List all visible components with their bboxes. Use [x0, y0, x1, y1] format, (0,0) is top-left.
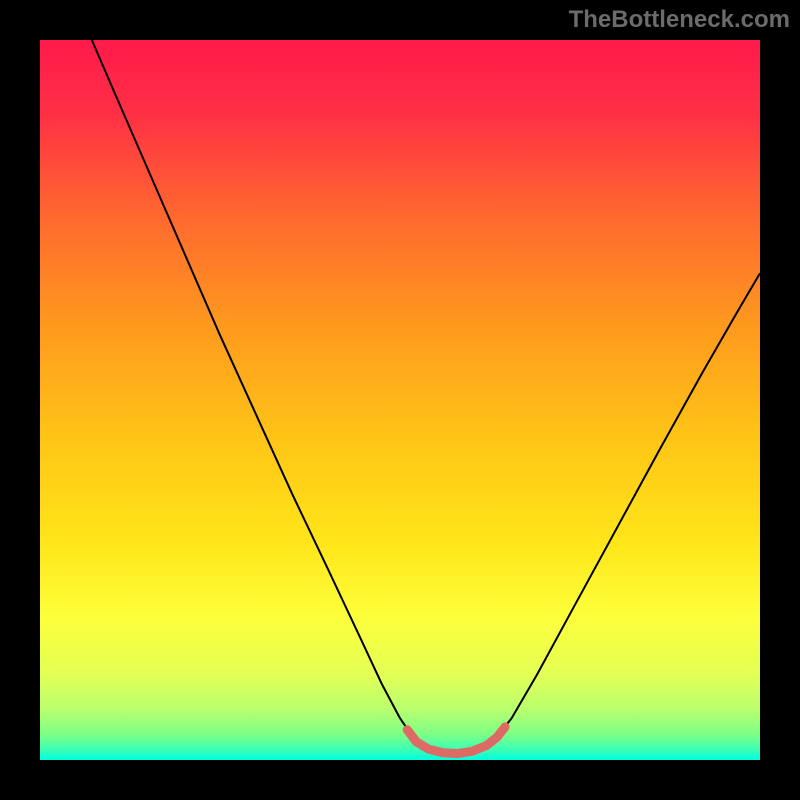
chart-container: TheBottleneck.com — [0, 0, 800, 800]
watermark-text: TheBottleneck.com — [569, 6, 790, 34]
gradient-plot-area — [40, 40, 760, 760]
bottleneck-chart-svg — [0, 0, 800, 800]
